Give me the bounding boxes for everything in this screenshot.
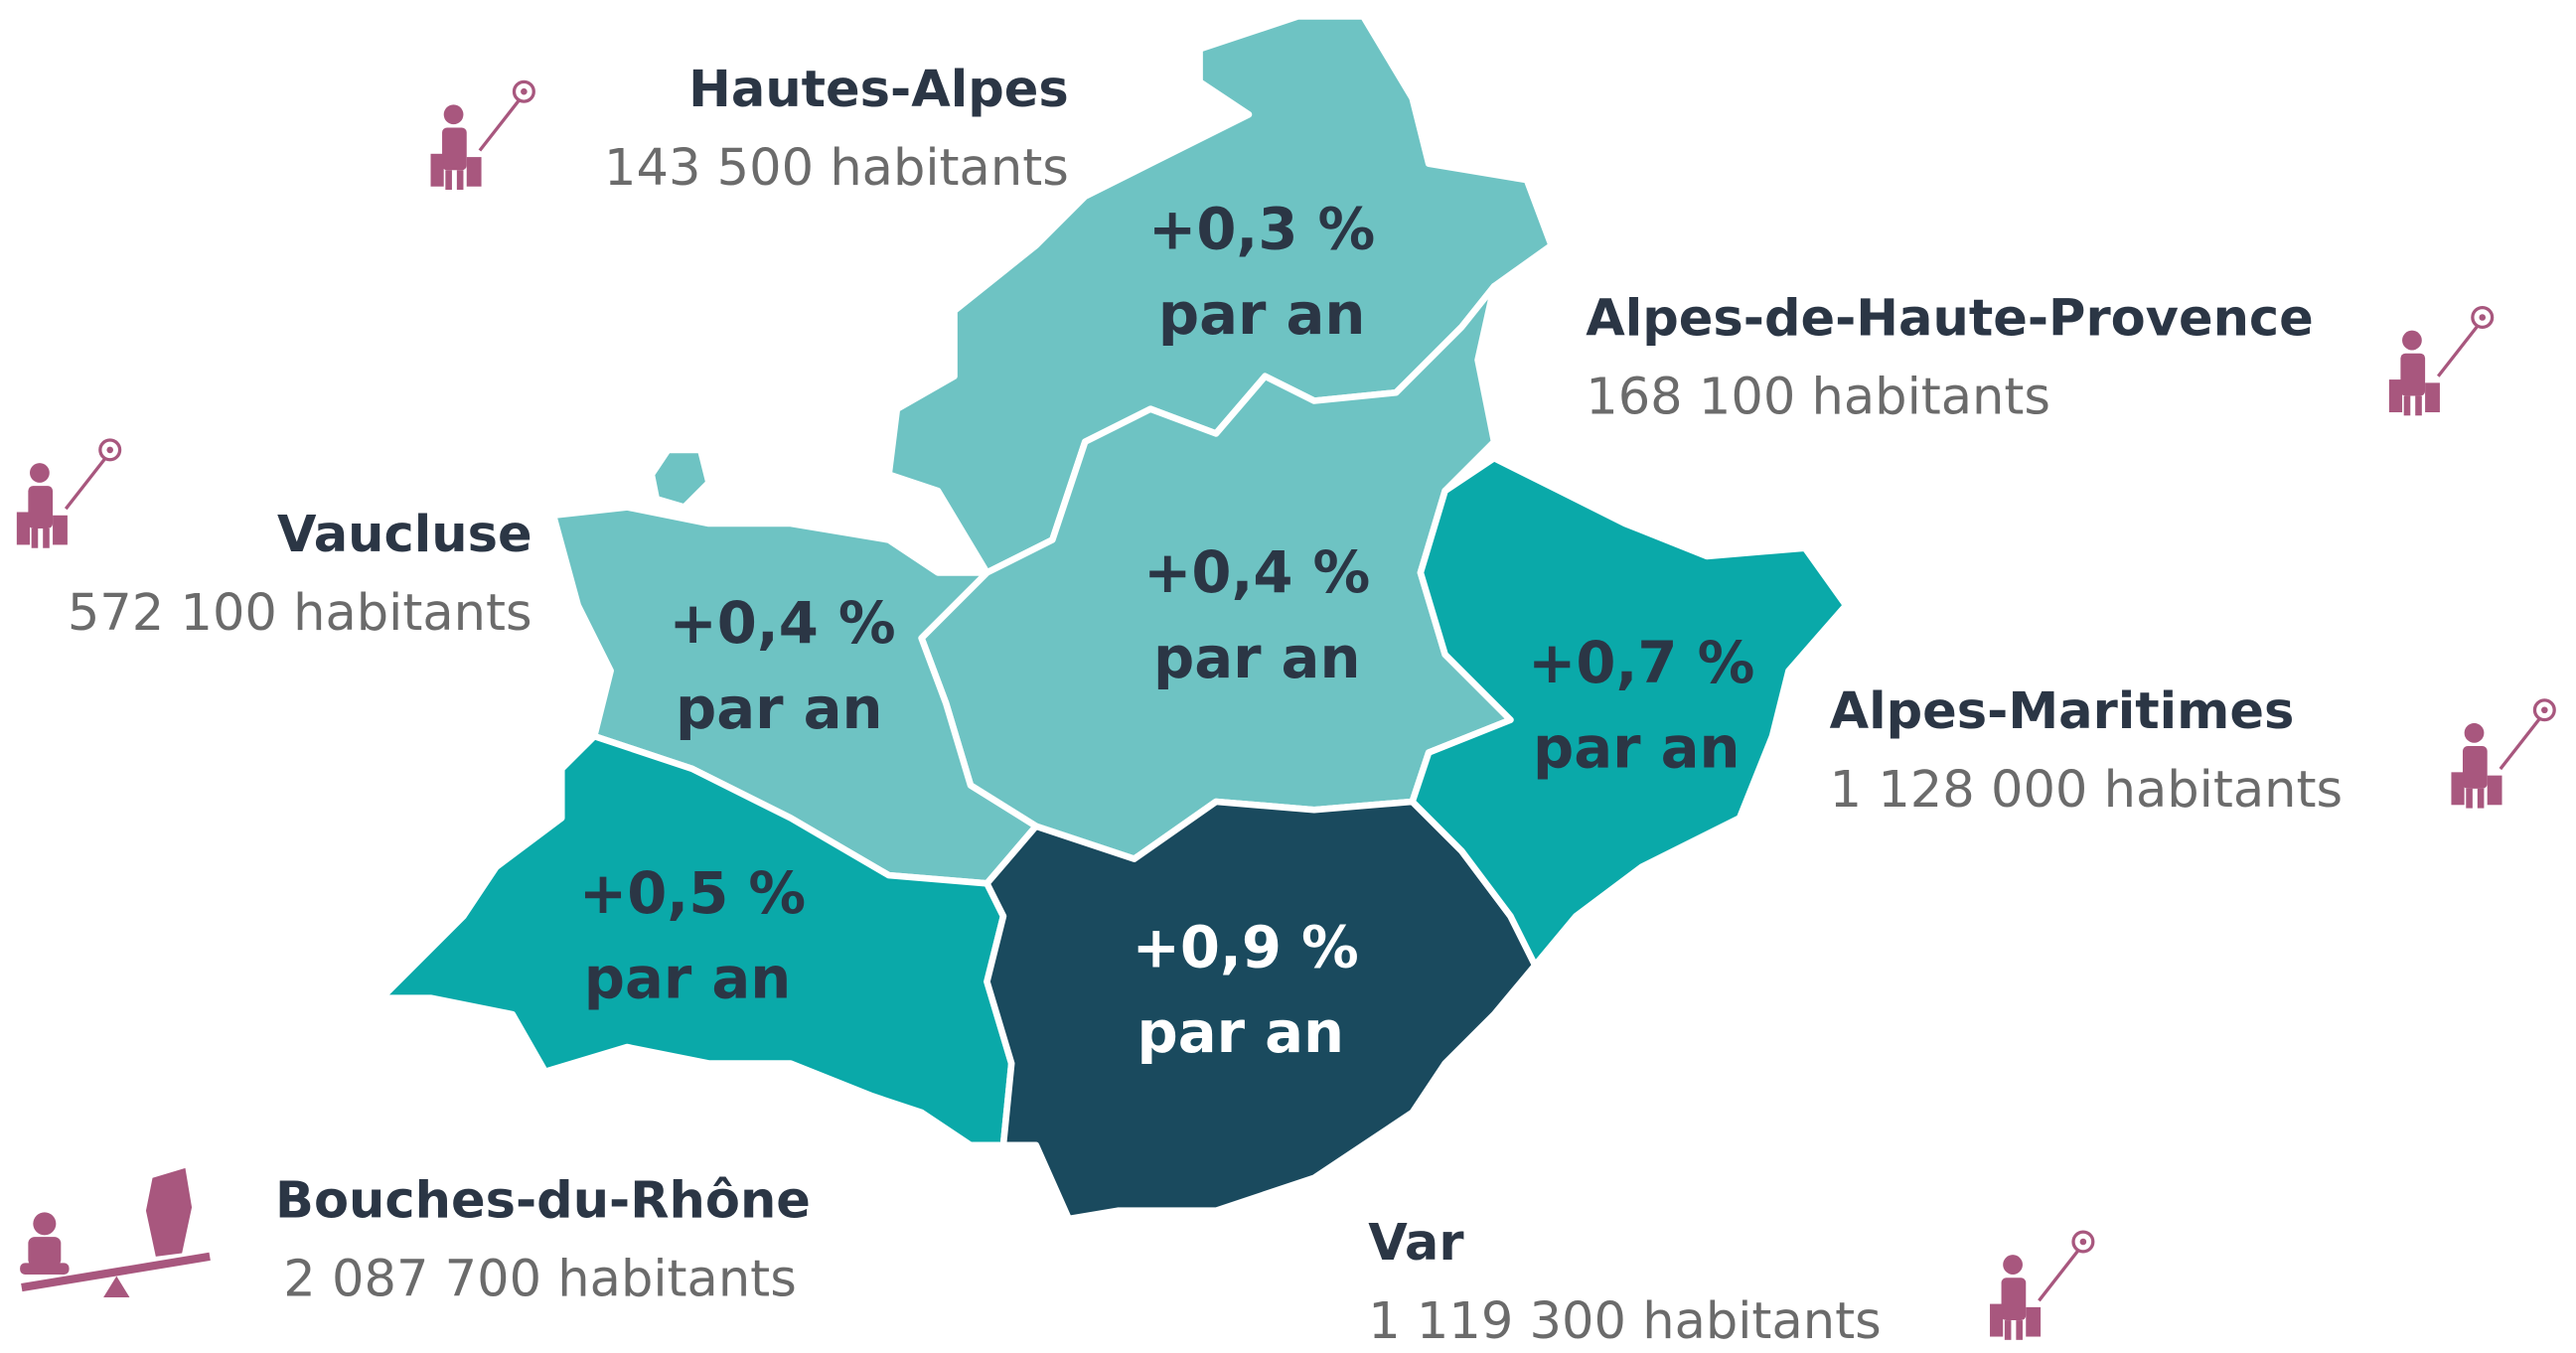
var-area [984, 798, 1539, 1223]
population: 1 128 000 habitants [1830, 761, 2344, 820]
department-labels: Hautes-Alpes 143 500 habitants Alpes-de-… [68, 61, 2343, 1351]
department-name: Bouches-du-Rhône [275, 1171, 811, 1230]
growth-labels: +0,3 % par an +0,4 % par an +0,4 % par a… [579, 195, 1754, 1066]
growth: +0,9 % [1133, 913, 1359, 980]
population: 143 500 habitants [604, 139, 1069, 198]
population: 1 119 300 habitants [1368, 1292, 1882, 1351]
department-name: Vaucluse [277, 506, 532, 564]
growth: +0,7 % [1528, 629, 1754, 696]
migration-icon [428, 79, 535, 192]
growth-unit: par an [1153, 624, 1361, 691]
growth-unit: par an [1533, 713, 1741, 781]
growth-unit: par an [676, 675, 883, 742]
growth-unit: par an [584, 945, 792, 1012]
alpes-maritimes-area [1409, 454, 1850, 969]
growth: +0,3 % [1148, 195, 1375, 262]
population: 2 087 700 habitants [283, 1250, 797, 1308]
population: 168 100 habitants [1586, 369, 2050, 427]
growth: +0,5 % [579, 859, 806, 927]
department-name: Var [1368, 1214, 1464, 1273]
growth: +0,4 % [1143, 538, 1370, 606]
bouches-du-rhone-area [378, 732, 1015, 1149]
growth: +0,4 % [670, 589, 896, 657]
growth-unit: par an [1158, 280, 1366, 348]
migration-icon [1988, 1230, 2095, 1342]
migration-icon [2449, 698, 2556, 811]
migration-icon [15, 438, 122, 550]
departments [378, 13, 1850, 1223]
growth-unit: par an [1136, 998, 1344, 1066]
department-name: Alpes-de-Haute-Provence [1586, 290, 2314, 349]
vaucluse-enclave [648, 446, 712, 511]
population: 572 100 habitants [68, 584, 532, 643]
department-name: Alpes-Maritimes [1830, 682, 2295, 741]
department-name: Hautes-Alpes [688, 61, 1069, 119]
natural-balance-icon [20, 1167, 211, 1298]
migration-icon [2387, 305, 2495, 417]
